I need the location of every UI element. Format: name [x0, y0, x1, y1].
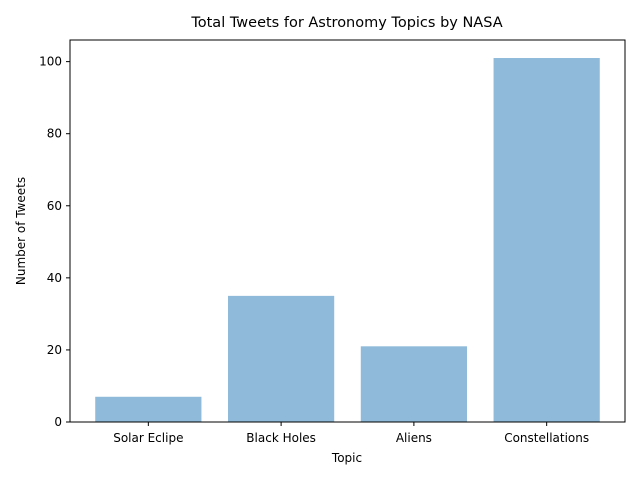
plot-frame: [69, 39, 626, 423]
bar-black-holes: [228, 295, 335, 422]
x-axis-ticks: Solar Eclipe Black Holes Aliens Constellati…: [113, 422, 589, 445]
bar-solar-eclipe: [95, 396, 202, 422]
bars-layer: [95, 58, 600, 423]
y-tick-label: 80: [47, 127, 62, 141]
x-tick-label: Aliens: [396, 431, 432, 445]
x-axis-label: Topic: [331, 451, 362, 465]
y-axis-ticks: 0 20 40 60 80 100: [39, 55, 70, 429]
x-tick-label: Solar Eclipe: [113, 431, 183, 445]
y-tick-label: 20: [47, 343, 62, 357]
y-tick-label: 0: [54, 415, 62, 429]
y-tick-label: 100: [39, 55, 62, 69]
bar-constellations: [493, 58, 600, 423]
y-axis-label: Number of Tweets: [14, 177, 28, 285]
y-tick-label: 40: [47, 271, 62, 285]
x-tick-label: Constellations: [504, 431, 589, 445]
y-tick-label: 60: [47, 199, 62, 213]
chart-title: Total Tweets for Astronomy Topics by NAS…: [190, 15, 502, 31]
x-tick-label: Black Holes: [246, 431, 316, 445]
bar-aliens: [360, 346, 467, 422]
